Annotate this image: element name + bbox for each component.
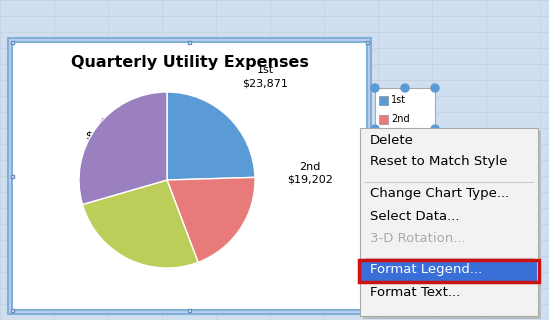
Text: 1st: 1st: [391, 95, 406, 105]
Text: Change Chart Type...: Change Chart Type...: [370, 188, 509, 201]
Bar: [10, 308, 14, 311]
Text: Quarterly Utility Expenses: Quarterly Utility Expenses: [71, 54, 309, 69]
Wedge shape: [167, 177, 255, 262]
Bar: [366, 174, 368, 178]
Wedge shape: [82, 180, 198, 268]
Circle shape: [401, 84, 409, 92]
Text: $23,871: $23,871: [242, 78, 288, 88]
Bar: [10, 41, 14, 44]
Text: 1st: 1st: [256, 65, 273, 75]
Text: 2nd: 2nd: [299, 162, 321, 172]
Wedge shape: [79, 92, 167, 204]
Text: 4th: 4th: [99, 118, 117, 128]
Bar: [188, 308, 191, 311]
Text: $19,202: $19,202: [287, 175, 333, 185]
Circle shape: [371, 84, 379, 92]
Bar: [12, 42, 367, 310]
Text: Format Legend...: Format Legend...: [370, 263, 482, 276]
Bar: [366, 308, 368, 311]
Text: 3rd: 3rd: [391, 133, 407, 143]
Text: Reset to Match Style: Reset to Match Style: [370, 156, 507, 169]
Bar: [361, 261, 537, 281]
Text: 3rd: 3rd: [145, 238, 164, 248]
Circle shape: [401, 166, 409, 174]
Circle shape: [431, 84, 439, 92]
Bar: [188, 41, 191, 44]
Text: Format Text...: Format Text...: [370, 285, 460, 299]
Circle shape: [431, 125, 439, 133]
Bar: [360, 128, 538, 316]
Text: Delete: Delete: [370, 133, 414, 147]
Text: 4th: 4th: [391, 152, 407, 162]
Text: 2nd: 2nd: [391, 114, 410, 124]
Circle shape: [431, 166, 439, 174]
Circle shape: [371, 125, 379, 133]
Text: Select Data...: Select Data...: [370, 210, 460, 222]
Bar: [366, 41, 368, 44]
Text: 3-D Rotation...: 3-D Rotation...: [370, 231, 466, 244]
Bar: [379, 153, 388, 162]
Bar: [363, 131, 541, 319]
Text: $25,564: $25,564: [132, 251, 178, 261]
Wedge shape: [167, 92, 255, 180]
Bar: [379, 134, 388, 143]
Bar: [375, 88, 435, 170]
Bar: [8, 38, 371, 314]
Bar: [359, 260, 539, 282]
Text: $28,704: $28,704: [85, 131, 131, 141]
Circle shape: [371, 166, 379, 174]
Bar: [10, 174, 14, 178]
Bar: [379, 96, 388, 105]
Bar: [379, 115, 388, 124]
